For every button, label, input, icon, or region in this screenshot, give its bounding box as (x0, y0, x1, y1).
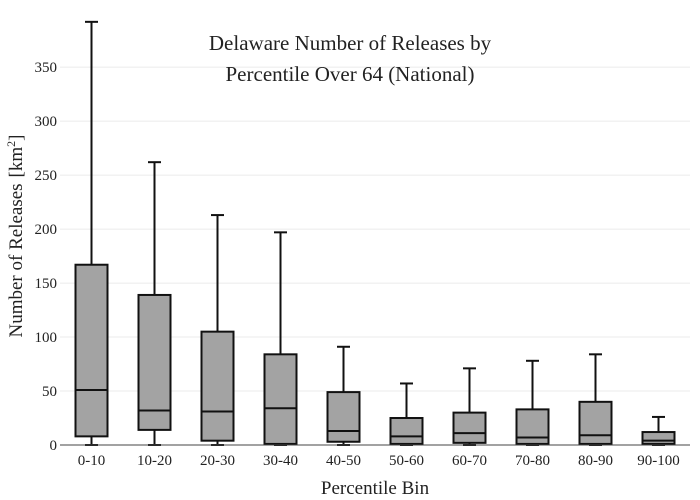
y-tick-label-300: 300 (35, 114, 58, 130)
y-tick-label-350: 350 (35, 60, 58, 76)
interquartile-box (200, 330, 235, 442)
box-0-10 (74, 20, 109, 446)
x-tick-label-60-70: 60-70 (452, 453, 487, 469)
box-10-20 (137, 161, 172, 446)
interquartile-box (641, 431, 676, 445)
x-tick-label-0-10: 0-10 (78, 453, 106, 469)
x-tick-label-30-40: 30-40 (263, 453, 298, 469)
y-tick-label-200: 200 (35, 222, 58, 238)
x-tick-label-20-30: 20-30 (200, 453, 235, 469)
box-30-40 (263, 231, 298, 446)
y-axis-title-unit-exp: 2 (4, 141, 18, 147)
y-tick-label-250: 250 (35, 168, 58, 184)
y-axis-title-unit-close: ] (6, 135, 27, 141)
x-tick-label-10-20: 10-20 (137, 453, 172, 469)
box-20-30 (200, 214, 235, 446)
interquartile-box (389, 417, 424, 445)
y-tick-label-100: 100 (35, 330, 58, 346)
x-tick-label-40-50: 40-50 (326, 453, 361, 469)
interquartile-box (515, 408, 550, 445)
x-tick-label-90-100: 90-100 (637, 453, 680, 469)
box-90-100 (641, 415, 676, 446)
y-axis-title: Number of Releases [km2] (4, 135, 27, 338)
chart-title-line-1: Delaware Number of Releases by (209, 31, 492, 55)
y-axis-title-unit-open: [ (6, 171, 27, 177)
chart-title-line-2: Percentile Over 64 (National) (226, 62, 475, 86)
box-80-90 (578, 353, 613, 446)
y-tick-label-50: 50 (42, 384, 57, 400)
box-60-70 (452, 367, 487, 446)
y-tick-label-150: 150 (35, 276, 58, 292)
x-tick-label-70-80: 70-80 (515, 453, 550, 469)
y-axis-title-unit-base: km (6, 147, 27, 172)
interquartile-box (263, 353, 298, 445)
y-tick-label-0: 0 (50, 438, 58, 454)
y-axis-title-main: Number of Releases (6, 183, 27, 337)
interquartile-box (452, 411, 487, 444)
y-tick-labels: 0 50 100 150 200 250 300 350 (35, 60, 58, 454)
interquartile-box (137, 293, 172, 431)
x-tick-labels: 0-10 10-20 20-30 30-40 40-50 50-60 60-70 70-80 8… (78, 453, 680, 469)
box-50-60 (389, 382, 424, 446)
x-tick-label-80-90: 80-90 (578, 453, 613, 469)
interquartile-box (578, 400, 613, 445)
x-tick-label-50-60: 50-60 (389, 453, 424, 469)
box-70-80 (515, 359, 550, 446)
interquartile-box (326, 391, 361, 443)
box-40-50 (326, 345, 361, 446)
boxes (74, 20, 676, 446)
x-axis-title: Percentile Bin (321, 478, 430, 499)
interquartile-box (74, 263, 109, 438)
